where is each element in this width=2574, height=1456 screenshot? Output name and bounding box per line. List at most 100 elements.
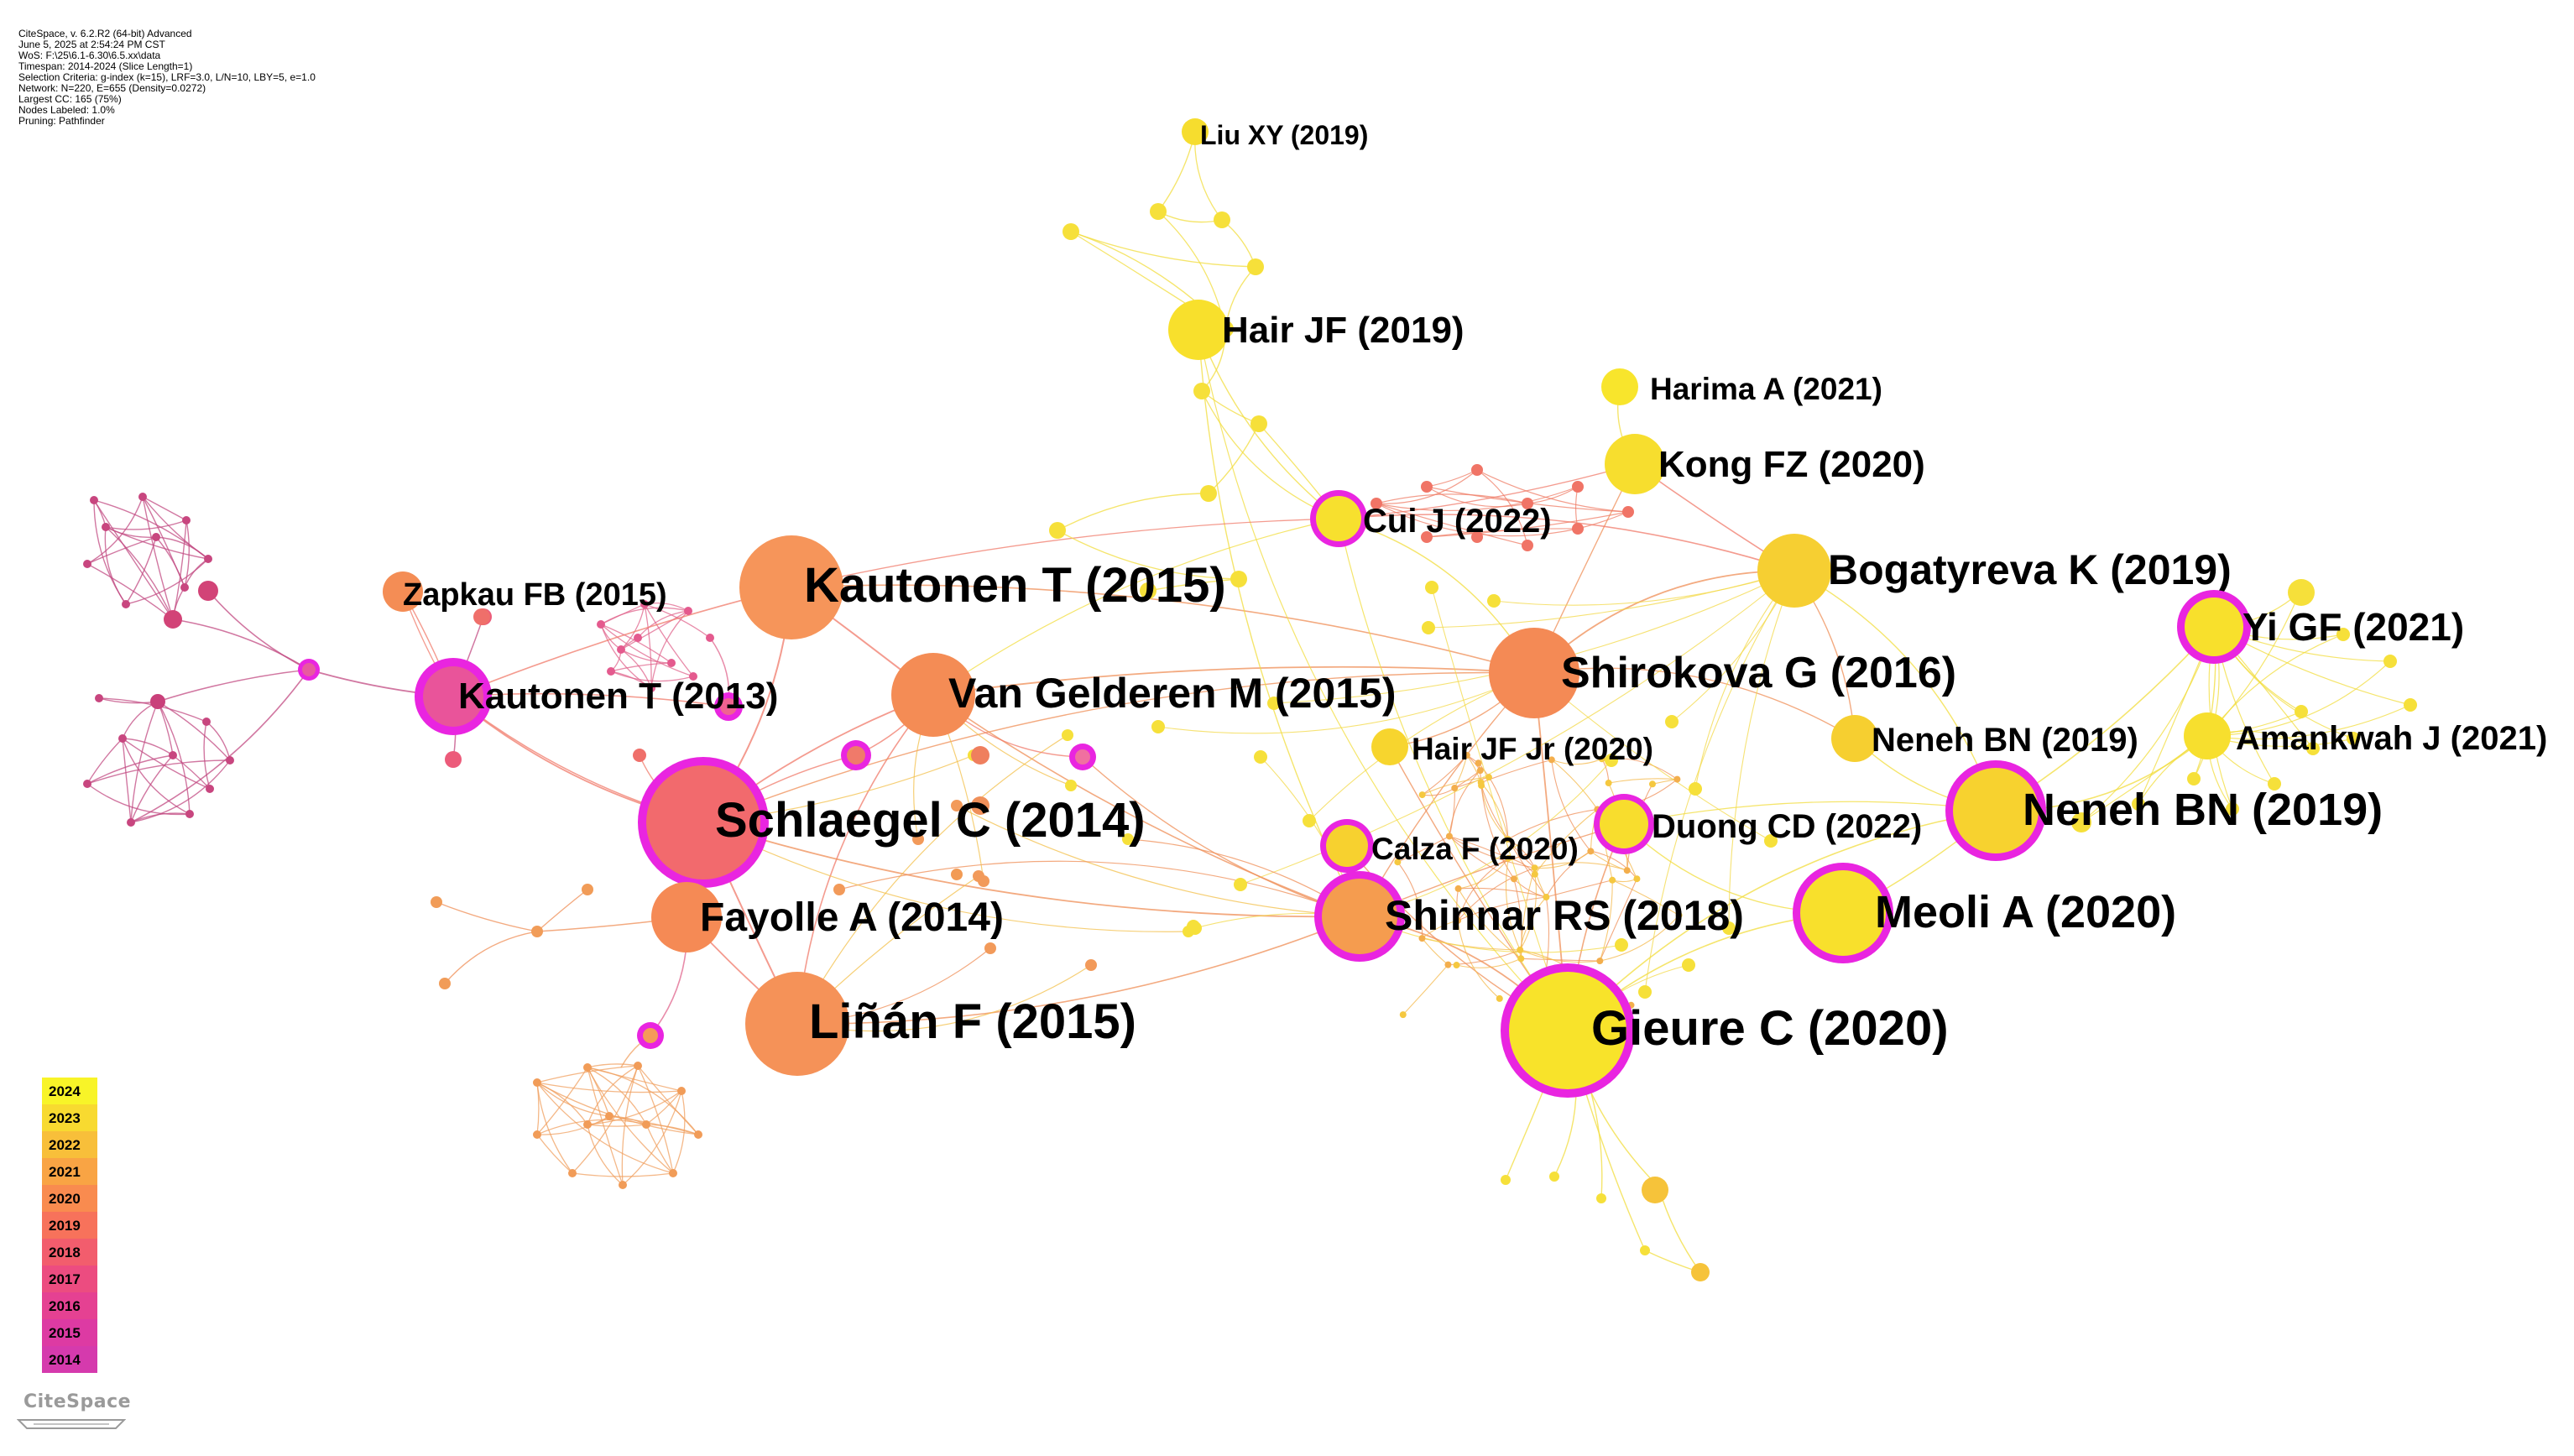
network-node <box>1764 834 1778 848</box>
network-node <box>202 718 211 726</box>
network-node <box>1531 870 1538 878</box>
network-node <box>2132 797 2145 811</box>
node-kong-fz-2020[interactable]: Kong FZ (2020) <box>1605 434 1925 494</box>
node-harima-a-2021[interactable]: Harima A (2021) <box>1601 368 1882 406</box>
network-edge <box>1198 329 1339 519</box>
network-edge <box>1449 836 1535 869</box>
node-shirokova-g-2016[interactable]: Shirokova G (2016) <box>1489 628 1956 718</box>
network-node <box>847 746 865 765</box>
label-kong-fz-2020: Kong FZ (2020) <box>1658 444 1925 485</box>
node-neneh-bn-2019-a[interactable]: Neneh BN (2019) <box>1831 715 2138 762</box>
network-node <box>1689 782 1702 796</box>
svg-text:2023: 2023 <box>49 1110 81 1126</box>
label-yi-gf-2021: Yi GF (2021) <box>2242 605 2464 649</box>
network-edge <box>587 1124 647 1127</box>
node-duong-cd-2022[interactable]: Duong CD (2022) <box>1594 794 1922 854</box>
network-node <box>1510 875 1517 883</box>
network-edge <box>1070 231 1256 268</box>
network-edge <box>1505 858 1521 951</box>
network-edge <box>1422 754 1468 796</box>
network-edge <box>1644 570 1795 993</box>
network-edge <box>702 822 1189 932</box>
legend-row-2014: 2014 <box>42 1346 97 1373</box>
network-node <box>2295 705 2308 718</box>
label-amankwah-j-2021: Amankwah J (2021) <box>2236 720 2547 757</box>
node-fayolle-a-2014[interactable]: Fayolle A (2014) <box>651 882 1004 952</box>
network-edge <box>637 1065 699 1135</box>
label-cui-j-2022: Cui J (2022) <box>1363 503 1552 540</box>
network-edge <box>645 1124 674 1174</box>
node-neneh-bn-2019-b[interactable]: Neneh BN (2019) <box>1945 760 2383 861</box>
network-edge <box>184 519 191 588</box>
network-node <box>706 634 714 642</box>
network-edge <box>157 669 310 702</box>
network-node <box>1471 531 1483 543</box>
label-neneh-bn-2019-a: Neneh BN (2019) <box>1872 722 2138 759</box>
node-zapkau-fb-2015[interactable]: Zapkau FB (2015) <box>383 571 667 613</box>
network-node <box>1444 961 1452 968</box>
network-node <box>1642 1177 1668 1203</box>
network-node <box>1572 523 1584 535</box>
network-node <box>643 1028 658 1043</box>
label-shirokova-g-2016: Shirokova G (2016) <box>1561 649 1956 697</box>
network-node <box>226 756 234 765</box>
network-edge <box>1457 867 1535 921</box>
node-kautonen-t-2013[interactable]: Kautonen T (2013) <box>415 658 778 735</box>
network-edge <box>621 1065 639 1186</box>
network-node <box>684 607 692 615</box>
node-cui-j-2022[interactable]: Cui J (2022) <box>1310 490 1552 547</box>
node-kautonen-t-2015[interactable]: Kautonen T (2015) <box>739 535 1226 639</box>
network-node <box>1722 921 1736 935</box>
node-schlaegel-c-2014[interactable]: Schlaegel C (2014) <box>638 757 1146 888</box>
network-node <box>1605 780 1612 787</box>
legend-row-2018: 2018 <box>42 1239 97 1266</box>
network-node <box>1463 752 1470 759</box>
network-edge <box>93 499 127 605</box>
node-yi-gf-2021[interactable]: Yi GF (2021) <box>2177 590 2464 664</box>
network-edge <box>587 1067 647 1125</box>
network-edge <box>1608 778 1678 784</box>
svg-text:2018: 2018 <box>49 1245 81 1260</box>
network-node <box>1615 938 1628 952</box>
network-edge <box>608 1115 699 1135</box>
network-edge <box>1599 879 1613 962</box>
svg-text:2015: 2015 <box>49 1325 81 1341</box>
node-van-gelderen-m-2015[interactable]: Van Gelderen M (2015) <box>891 653 1397 737</box>
network-edge <box>536 1065 639 1083</box>
network-node <box>2404 698 2417 712</box>
network-node <box>1622 506 1634 518</box>
label-van-gelderen-m-2015: Van Gelderen M (2015) <box>948 670 1397 717</box>
node-amankwah-j-2021[interactable]: Amankwah J (2021) <box>2184 712 2547 759</box>
network-edge <box>1546 879 1613 898</box>
node-bogatyreva-k-2019[interactable]: Bogatyreva K (2019) <box>1757 534 2232 608</box>
node-liu-xy-2019[interactable]: Liu XY (2019) <box>1182 118 1368 150</box>
node-gieure-c-2020[interactable]: Gieure C (2020) <box>1501 963 1949 1098</box>
node-linan-f-2015[interactable]: Liñán F (2015) <box>745 972 1136 1076</box>
info-line: Timespan: 2014-2024 (Slice Length=1) <box>18 60 193 72</box>
network-node <box>568 1169 577 1177</box>
network-edge <box>702 671 1535 823</box>
network-node <box>1682 958 1695 972</box>
legend-row-2016: 2016 <box>42 1292 97 1319</box>
network-node <box>198 581 218 601</box>
node-shinnar-rs-2018[interactable]: Shinnar RS (2018) <box>1314 871 1744 962</box>
svg-text:2014: 2014 <box>49 1352 81 1368</box>
node-hair-jf-jr-2020[interactable]: Hair JF Jr (2020) <box>1371 728 1653 766</box>
network-edge <box>1376 503 1528 546</box>
network-edge <box>1376 469 1478 504</box>
network-edge <box>122 701 159 739</box>
node-calza-f-2020[interactable]: Calza F (2020) <box>1320 819 1579 873</box>
node-hair-jf-2019[interactable]: Hair JF (2019) <box>1168 300 1465 360</box>
network-edge <box>155 536 209 560</box>
network-edge <box>1612 878 1637 883</box>
network-edge <box>444 931 538 984</box>
network-node <box>634 634 642 642</box>
network-node <box>439 978 451 989</box>
node-meoli-a-2020[interactable]: Meoli A (2020) <box>1793 863 2176 963</box>
network-node <box>1418 935 1426 942</box>
network-edge <box>536 1134 573 1174</box>
network-edge <box>86 563 174 620</box>
network-node <box>1425 581 1438 594</box>
network-node <box>1522 498 1533 509</box>
